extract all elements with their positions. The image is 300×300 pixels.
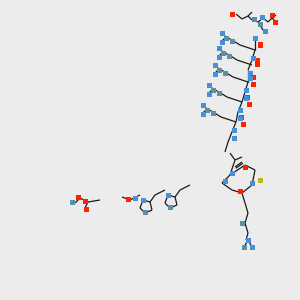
Bar: [220, 31, 224, 35]
Bar: [272, 20, 278, 25]
Bar: [238, 107, 242, 112]
Bar: [257, 43, 262, 47]
Bar: [239, 220, 244, 226]
Bar: [226, 53, 232, 58]
Bar: [250, 56, 256, 61]
Bar: [248, 76, 253, 80]
Bar: [247, 101, 251, 106]
Bar: [142, 209, 148, 214]
Bar: [260, 14, 265, 20]
Bar: [262, 28, 268, 34]
Bar: [257, 22, 262, 26]
Bar: [238, 188, 242, 194]
Bar: [250, 181, 254, 185]
Bar: [257, 41, 262, 46]
Bar: [238, 115, 244, 119]
Bar: [242, 244, 247, 250]
Bar: [212, 62, 217, 68]
Bar: [250, 56, 256, 61]
Bar: [200, 112, 206, 116]
Bar: [244, 95, 248, 101]
Bar: [250, 244, 254, 250]
Bar: [76, 194, 80, 200]
Bar: [82, 199, 88, 203]
Bar: [269, 13, 275, 17]
Bar: [211, 110, 215, 116]
Bar: [232, 136, 236, 140]
Bar: [217, 68, 221, 73]
Bar: [241, 122, 245, 127]
Bar: [211, 88, 215, 92]
Bar: [248, 70, 253, 76]
Bar: [167, 205, 172, 209]
Bar: [224, 35, 229, 40]
Bar: [223, 70, 227, 76]
Bar: [125, 196, 130, 202]
Bar: [217, 91, 221, 95]
Bar: [223, 178, 227, 184]
Bar: [245, 238, 250, 242]
Bar: [254, 58, 260, 62]
Bar: [232, 128, 236, 133]
Bar: [205, 107, 209, 112]
Bar: [70, 200, 74, 205]
Bar: [257, 178, 262, 182]
Bar: [83, 206, 88, 211]
Bar: [250, 82, 256, 86]
Bar: [251, 16, 256, 22]
Bar: [217, 46, 221, 50]
Bar: [212, 71, 217, 76]
Bar: [244, 94, 250, 100]
Bar: [220, 50, 226, 56]
Bar: [253, 35, 257, 40]
Bar: [254, 61, 260, 67]
Bar: [230, 11, 235, 16]
Bar: [238, 116, 242, 121]
Bar: [206, 92, 211, 97]
Bar: [230, 38, 235, 43]
Bar: [200, 103, 206, 107]
Bar: [230, 170, 235, 175]
Bar: [206, 82, 211, 88]
Bar: [244, 88, 248, 92]
Bar: [220, 40, 224, 44]
Bar: [217, 55, 221, 59]
Bar: [140, 197, 146, 202]
Bar: [242, 164, 247, 169]
Bar: [133, 196, 137, 200]
Bar: [250, 74, 256, 80]
Bar: [166, 193, 170, 197]
